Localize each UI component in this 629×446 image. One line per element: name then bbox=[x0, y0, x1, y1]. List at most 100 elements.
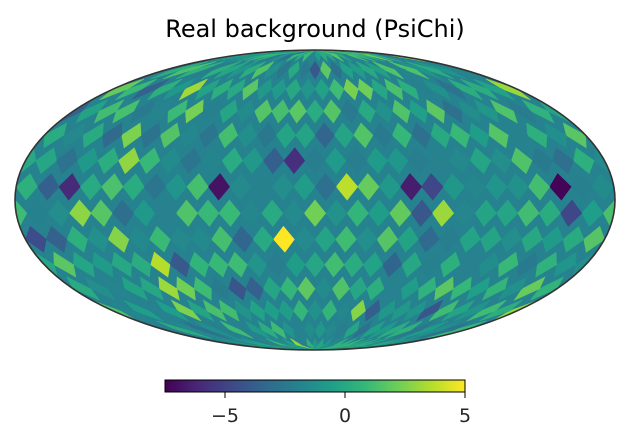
map-pixel bbox=[481, 276, 509, 301]
map-pixel bbox=[553, 251, 577, 278]
map-pixel bbox=[306, 337, 316, 350]
map-pixel bbox=[285, 78, 301, 101]
map-pixel bbox=[314, 338, 381, 350]
map-pixel bbox=[200, 61, 242, 80]
map-pixel bbox=[84, 276, 117, 301]
map-pixel bbox=[401, 251, 422, 278]
map-pixel bbox=[257, 320, 279, 340]
map-pixel bbox=[216, 338, 316, 350]
sky-map bbox=[15, 50, 615, 350]
map-pixel bbox=[224, 338, 316, 350]
map-pixel bbox=[147, 78, 183, 101]
map-pixel bbox=[531, 147, 554, 175]
map-pixel bbox=[293, 320, 305, 340]
map-pixel bbox=[489, 99, 518, 124]
map-pixel bbox=[231, 225, 254, 253]
map-pixel bbox=[73, 251, 95, 278]
map-pixel bbox=[570, 173, 593, 201]
map-pixel bbox=[357, 99, 376, 124]
map-pixel bbox=[325, 199, 348, 227]
map-pixel bbox=[364, 61, 392, 80]
map-pixel bbox=[262, 147, 285, 175]
map-pixel bbox=[275, 122, 297, 149]
map-pixel bbox=[314, 338, 398, 350]
map-pixel bbox=[613, 173, 615, 201]
map-pixel bbox=[418, 225, 440, 253]
map-pixel bbox=[376, 320, 411, 339]
map-pixel bbox=[339, 60, 354, 80]
map-pixel bbox=[464, 173, 487, 201]
map-pixel bbox=[583, 225, 605, 253]
map-pixel bbox=[314, 338, 349, 350]
map-pixel bbox=[368, 199, 391, 227]
map-pixel bbox=[63, 122, 86, 149]
map-pixel bbox=[188, 61, 233, 80]
map-pixel bbox=[479, 299, 523, 322]
map-pixel bbox=[213, 61, 250, 80]
map-pixel bbox=[45, 225, 68, 253]
colorbar-tick-label: 5 bbox=[459, 405, 471, 427]
map-pixel bbox=[331, 276, 350, 301]
map-pixel bbox=[321, 299, 337, 322]
map-pixel bbox=[309, 60, 321, 80]
map-pixel bbox=[118, 147, 140, 175]
map-pixel bbox=[333, 122, 355, 149]
map-pixel bbox=[227, 251, 248, 278]
map-pixel bbox=[485, 78, 531, 101]
map-pixel bbox=[459, 225, 481, 253]
map-pixel bbox=[366, 276, 385, 301]
map-pixel bbox=[111, 251, 132, 278]
map-pixel bbox=[421, 173, 444, 201]
map-pixel bbox=[256, 78, 273, 101]
map-pixel bbox=[371, 78, 388, 101]
map-pixel bbox=[438, 225, 461, 253]
map-pixel bbox=[282, 199, 305, 227]
map-pixel bbox=[449, 122, 470, 149]
map-pixel bbox=[425, 320, 487, 339]
map-pixel bbox=[549, 173, 572, 201]
map-pixel bbox=[562, 122, 587, 149]
map-pixel bbox=[194, 78, 221, 101]
map-pixel bbox=[417, 320, 474, 339]
map-pixel bbox=[513, 276, 546, 301]
map-pixel bbox=[506, 173, 529, 201]
map-pixel bbox=[131, 251, 152, 278]
map-pixel bbox=[295, 122, 316, 149]
map-pixel bbox=[261, 199, 284, 227]
map-pixel bbox=[219, 320, 254, 339]
map-pixel bbox=[76, 147, 99, 175]
map-pixel bbox=[169, 225, 192, 253]
map-pixel bbox=[156, 320, 213, 339]
map-pixel bbox=[282, 320, 295, 340]
map-pixel bbox=[498, 251, 519, 278]
map-pixel bbox=[573, 147, 595, 175]
map-pixel bbox=[226, 78, 246, 101]
map-pixel bbox=[283, 147, 306, 175]
map-pixel bbox=[162, 78, 195, 101]
map-pixel bbox=[488, 122, 509, 149]
map-pixel bbox=[304, 251, 326, 278]
map-pixel bbox=[473, 78, 515, 101]
map-pixel bbox=[458, 99, 481, 124]
map-pixel bbox=[413, 61, 468, 80]
map-pixel bbox=[271, 78, 287, 101]
map-pixel bbox=[314, 276, 333, 301]
map-pixel bbox=[92, 251, 114, 278]
map-pixel bbox=[409, 99, 428, 124]
map-pixel bbox=[560, 199, 583, 227]
map-pixel bbox=[221, 147, 243, 175]
map-pixel bbox=[391, 122, 412, 149]
map-pixel bbox=[426, 99, 445, 124]
map-pixel bbox=[485, 173, 508, 201]
map-pixel bbox=[288, 99, 307, 124]
map-pixel bbox=[186, 173, 209, 201]
map-pixel bbox=[521, 225, 543, 253]
map-pixel bbox=[319, 60, 332, 80]
map-pixel bbox=[101, 173, 124, 201]
map-pixel bbox=[56, 147, 78, 175]
map-pixel bbox=[208, 251, 229, 278]
map-pixel bbox=[392, 99, 411, 124]
map-pixel bbox=[355, 61, 380, 80]
map-pixel bbox=[167, 99, 188, 124]
map-pixel bbox=[229, 173, 252, 201]
